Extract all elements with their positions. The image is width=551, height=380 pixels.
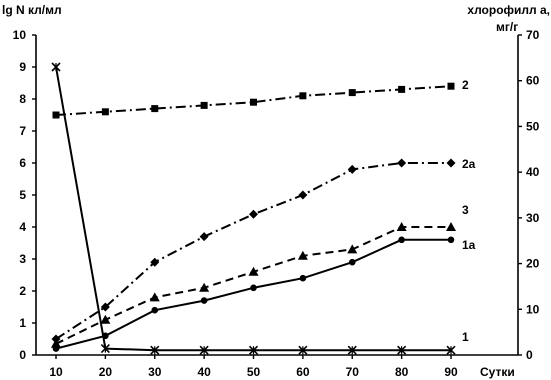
data-point-2a: [51, 334, 61, 344]
series-group: [51, 62, 456, 355]
y-right-tick-label: 50: [526, 119, 540, 133]
y-left-tick-label: 8: [19, 92, 26, 106]
y-left-tick-label: 6: [19, 156, 26, 170]
y-left-axis-title: lg N кл/мл: [2, 3, 62, 17]
series-line-2: [55, 85, 452, 116]
data-point-3: [149, 292, 160, 302]
data-point-1a: [299, 274, 307, 282]
x-tick-label: 40: [197, 365, 211, 379]
data-point-1: [446, 345, 456, 355]
data-point-1a: [200, 297, 208, 304]
data-point-2a: [249, 209, 258, 219]
y-right-ticks: 0 10 20 30 40 50 60 70: [518, 28, 540, 362]
data-point-3: [347, 244, 358, 254]
series-label-1a: 1a: [462, 238, 476, 252]
y-left-tick-label: 1: [19, 316, 26, 330]
data-point-1a: [447, 236, 455, 244]
y-left-tick-label: 3: [19, 252, 26, 266]
x-tick-label: 90: [444, 365, 458, 379]
data-point-3: [199, 282, 210, 292]
x-tick-label: 20: [99, 365, 113, 379]
x-tick-label: 50: [247, 365, 261, 379]
y-left-tick-label: 0: [19, 348, 26, 362]
data-point-1a: [398, 236, 405, 244]
data-point-1: [51, 62, 61, 72]
x-ticks: 10 20 30 40 50 60 70 80 90: [49, 355, 458, 379]
x-tick-label: 10: [49, 365, 63, 379]
data-point-3: [297, 250, 308, 260]
y-left-tick-label: 2: [19, 284, 26, 298]
data-point-1a: [102, 332, 109, 340]
y-left-tick-label: 7: [19, 124, 26, 138]
data-point-2a: [298, 190, 308, 200]
data-point-1a: [151, 306, 159, 314]
y-right-tick-label: 40: [526, 165, 540, 179]
data-point-2a: [100, 302, 110, 312]
y-right-tick-label: 20: [526, 257, 540, 271]
data-point-3: [100, 314, 111, 324]
y-right-tick-label: 60: [526, 74, 540, 88]
data-point-2: [348, 89, 356, 97]
x-tick-label: 30: [148, 365, 162, 379]
data-point-2a: [150, 257, 160, 267]
y-left-ticks: 0 1 2 3 4 5 6 7 8 9 10: [13, 28, 36, 362]
y-right-tick-label: 10: [526, 302, 540, 316]
data-point-2: [299, 92, 307, 100]
y-right-axis-title-line1: хлорофилл а,: [467, 3, 550, 17]
data-point-3: [248, 266, 259, 276]
data-point-2: [250, 98, 257, 106]
data-point-2: [398, 85, 406, 93]
data-point-2a: [397, 158, 407, 168]
data-point-1: [298, 345, 308, 355]
y-left-tick-label: 9: [19, 60, 26, 74]
y-right-tick-label: 70: [526, 28, 540, 42]
series-label-2: 2: [462, 78, 469, 92]
data-point-2a: [446, 158, 456, 168]
series-label-2a: 2a: [462, 157, 476, 171]
data-point-3: [446, 222, 456, 231]
data-point-2: [200, 101, 208, 109]
y-right-axis-title-line2: мг/г: [496, 20, 518, 34]
data-point-1: [347, 345, 357, 355]
data-point-2: [151, 105, 159, 113]
data-point-1: [150, 345, 160, 355]
series-labels: 2 2a 3 1a 1: [462, 78, 476, 344]
data-point-2: [101, 108, 109, 116]
y-left-tick-label: 4: [19, 220, 26, 234]
series-label-1: 1: [462, 330, 469, 344]
data-point-2: [447, 82, 455, 90]
series-label-3: 3: [462, 203, 469, 217]
data-point-2a: [347, 164, 357, 174]
x-axis-title: Сутки: [480, 365, 515, 379]
data-point-1: [397, 345, 407, 355]
data-point-1: [100, 344, 110, 354]
data-point-1: [199, 345, 209, 355]
y-right-tick-label: 30: [526, 211, 540, 225]
data-point-3: [396, 222, 407, 231]
data-point-2a: [199, 232, 209, 242]
data-point-1: [248, 345, 259, 355]
data-point-2: [52, 111, 60, 119]
x-tick-label: 60: [296, 365, 310, 379]
data-point-1a: [250, 284, 257, 292]
data-point-1a: [348, 258, 356, 266]
y-right-tick-label: 0: [526, 348, 533, 362]
y-left-tick-label: 5: [19, 188, 26, 202]
y-left-tick-label: 10: [13, 28, 27, 42]
x-tick-label: 70: [346, 365, 360, 379]
x-tick-label: 80: [395, 365, 409, 379]
